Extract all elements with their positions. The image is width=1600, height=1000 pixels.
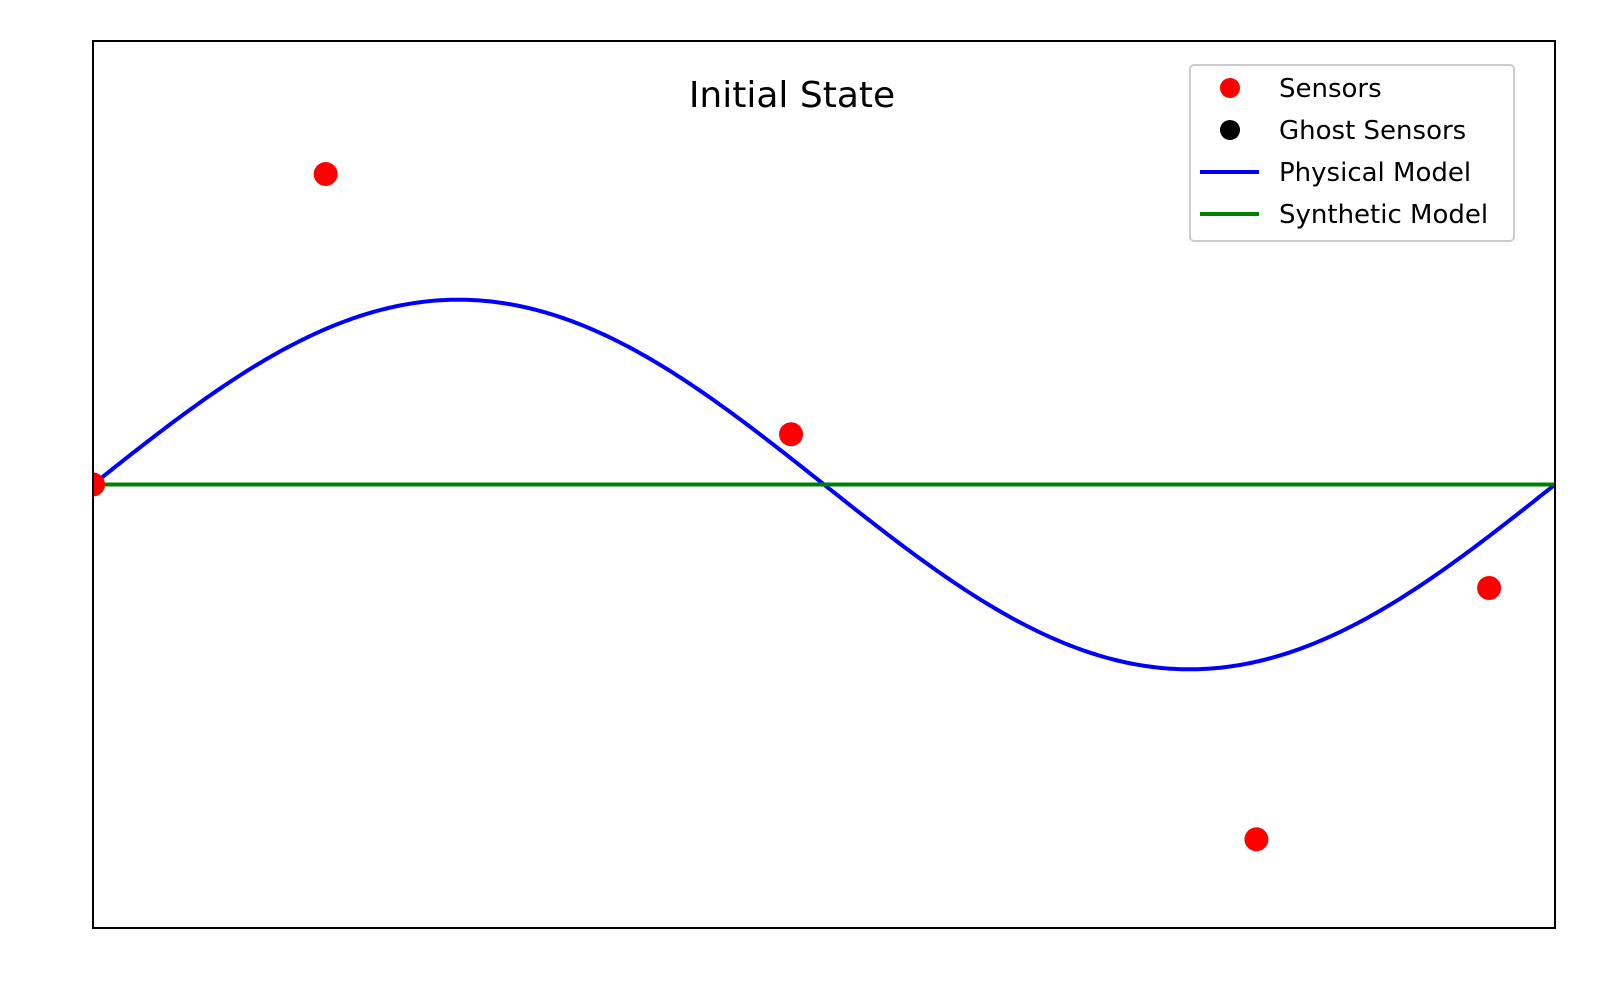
- legend-label-ghost-sensors: Ghost Sensors: [1279, 116, 1466, 146]
- point-sensors-2: [313, 162, 338, 187]
- legend-label-synthetic-model: Synthetic Model: [1279, 200, 1488, 230]
- legend-marker-ghost-sensors: [1220, 120, 1240, 140]
- point-sensors-4: [1244, 827, 1269, 852]
- plot-area: [91, 162, 1557, 852]
- legend-label-sensors: Sensors: [1279, 74, 1382, 104]
- legend: Sensors Ghost Sensors Physical Model Syn…: [1189, 64, 1515, 242]
- chart-title: Initial State: [689, 75, 895, 116]
- axes-frame: [92, 40, 1556, 929]
- point-sensors-1: [93, 472, 105, 497]
- legend-label-physical-model: Physical Model: [1279, 158, 1471, 188]
- legend-box: [1189, 64, 1515, 242]
- legend-marker-sensors: [1220, 78, 1240, 98]
- point-sensors-5: [1477, 575, 1502, 600]
- point-sensors-3: [779, 422, 804, 447]
